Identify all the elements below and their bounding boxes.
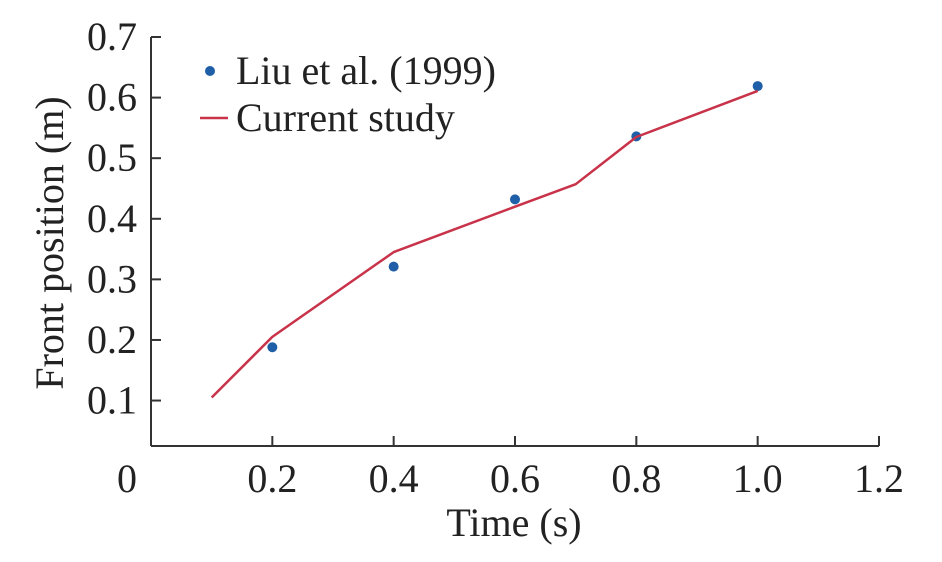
x-axis-title: Time (s) [446,500,581,545]
y-axis-title: Front position (m) [27,96,72,389]
y-tick-label: 0.1 [87,378,137,423]
legend: Liu et al. (1999)Current study [200,48,496,140]
x-tick-label: 1.2 [854,456,904,501]
y-tick-label: 0.4 [87,196,137,241]
y-tick-label: 0.7 [87,14,137,59]
tick-marks [151,36,880,446]
x-tick-label: 0.2 [247,456,297,501]
legend-label: Liu et al. (1999) [236,48,496,93]
legend-label: Current study [236,95,455,140]
tick-labels: 0 0.2 0.4 0.6 0.8 1.0 1.2 0.1 0.2 0.3 0.4 0.5 0.6 0.7 [87,14,904,501]
legend-swatch-marker [205,66,215,76]
data-point [388,261,399,272]
y-tick-label: 0.3 [87,256,137,301]
data-point [510,194,520,205]
x-tick-label: 0.6 [490,456,540,501]
y-tick-label: 0.5 [87,135,137,180]
x-tick-label: 0.8 [611,456,661,501]
x-tick-label: 1.0 [733,456,783,501]
x-tick-label: 0 [117,456,137,501]
data-point [752,81,763,92]
series [210,81,763,399]
y-tick-label: 0.2 [87,317,137,362]
x-tick-label: 0.4 [369,456,419,501]
y-tick-label: 0.6 [87,75,137,120]
data-point [267,342,278,353]
current-study-line [210,89,759,399]
